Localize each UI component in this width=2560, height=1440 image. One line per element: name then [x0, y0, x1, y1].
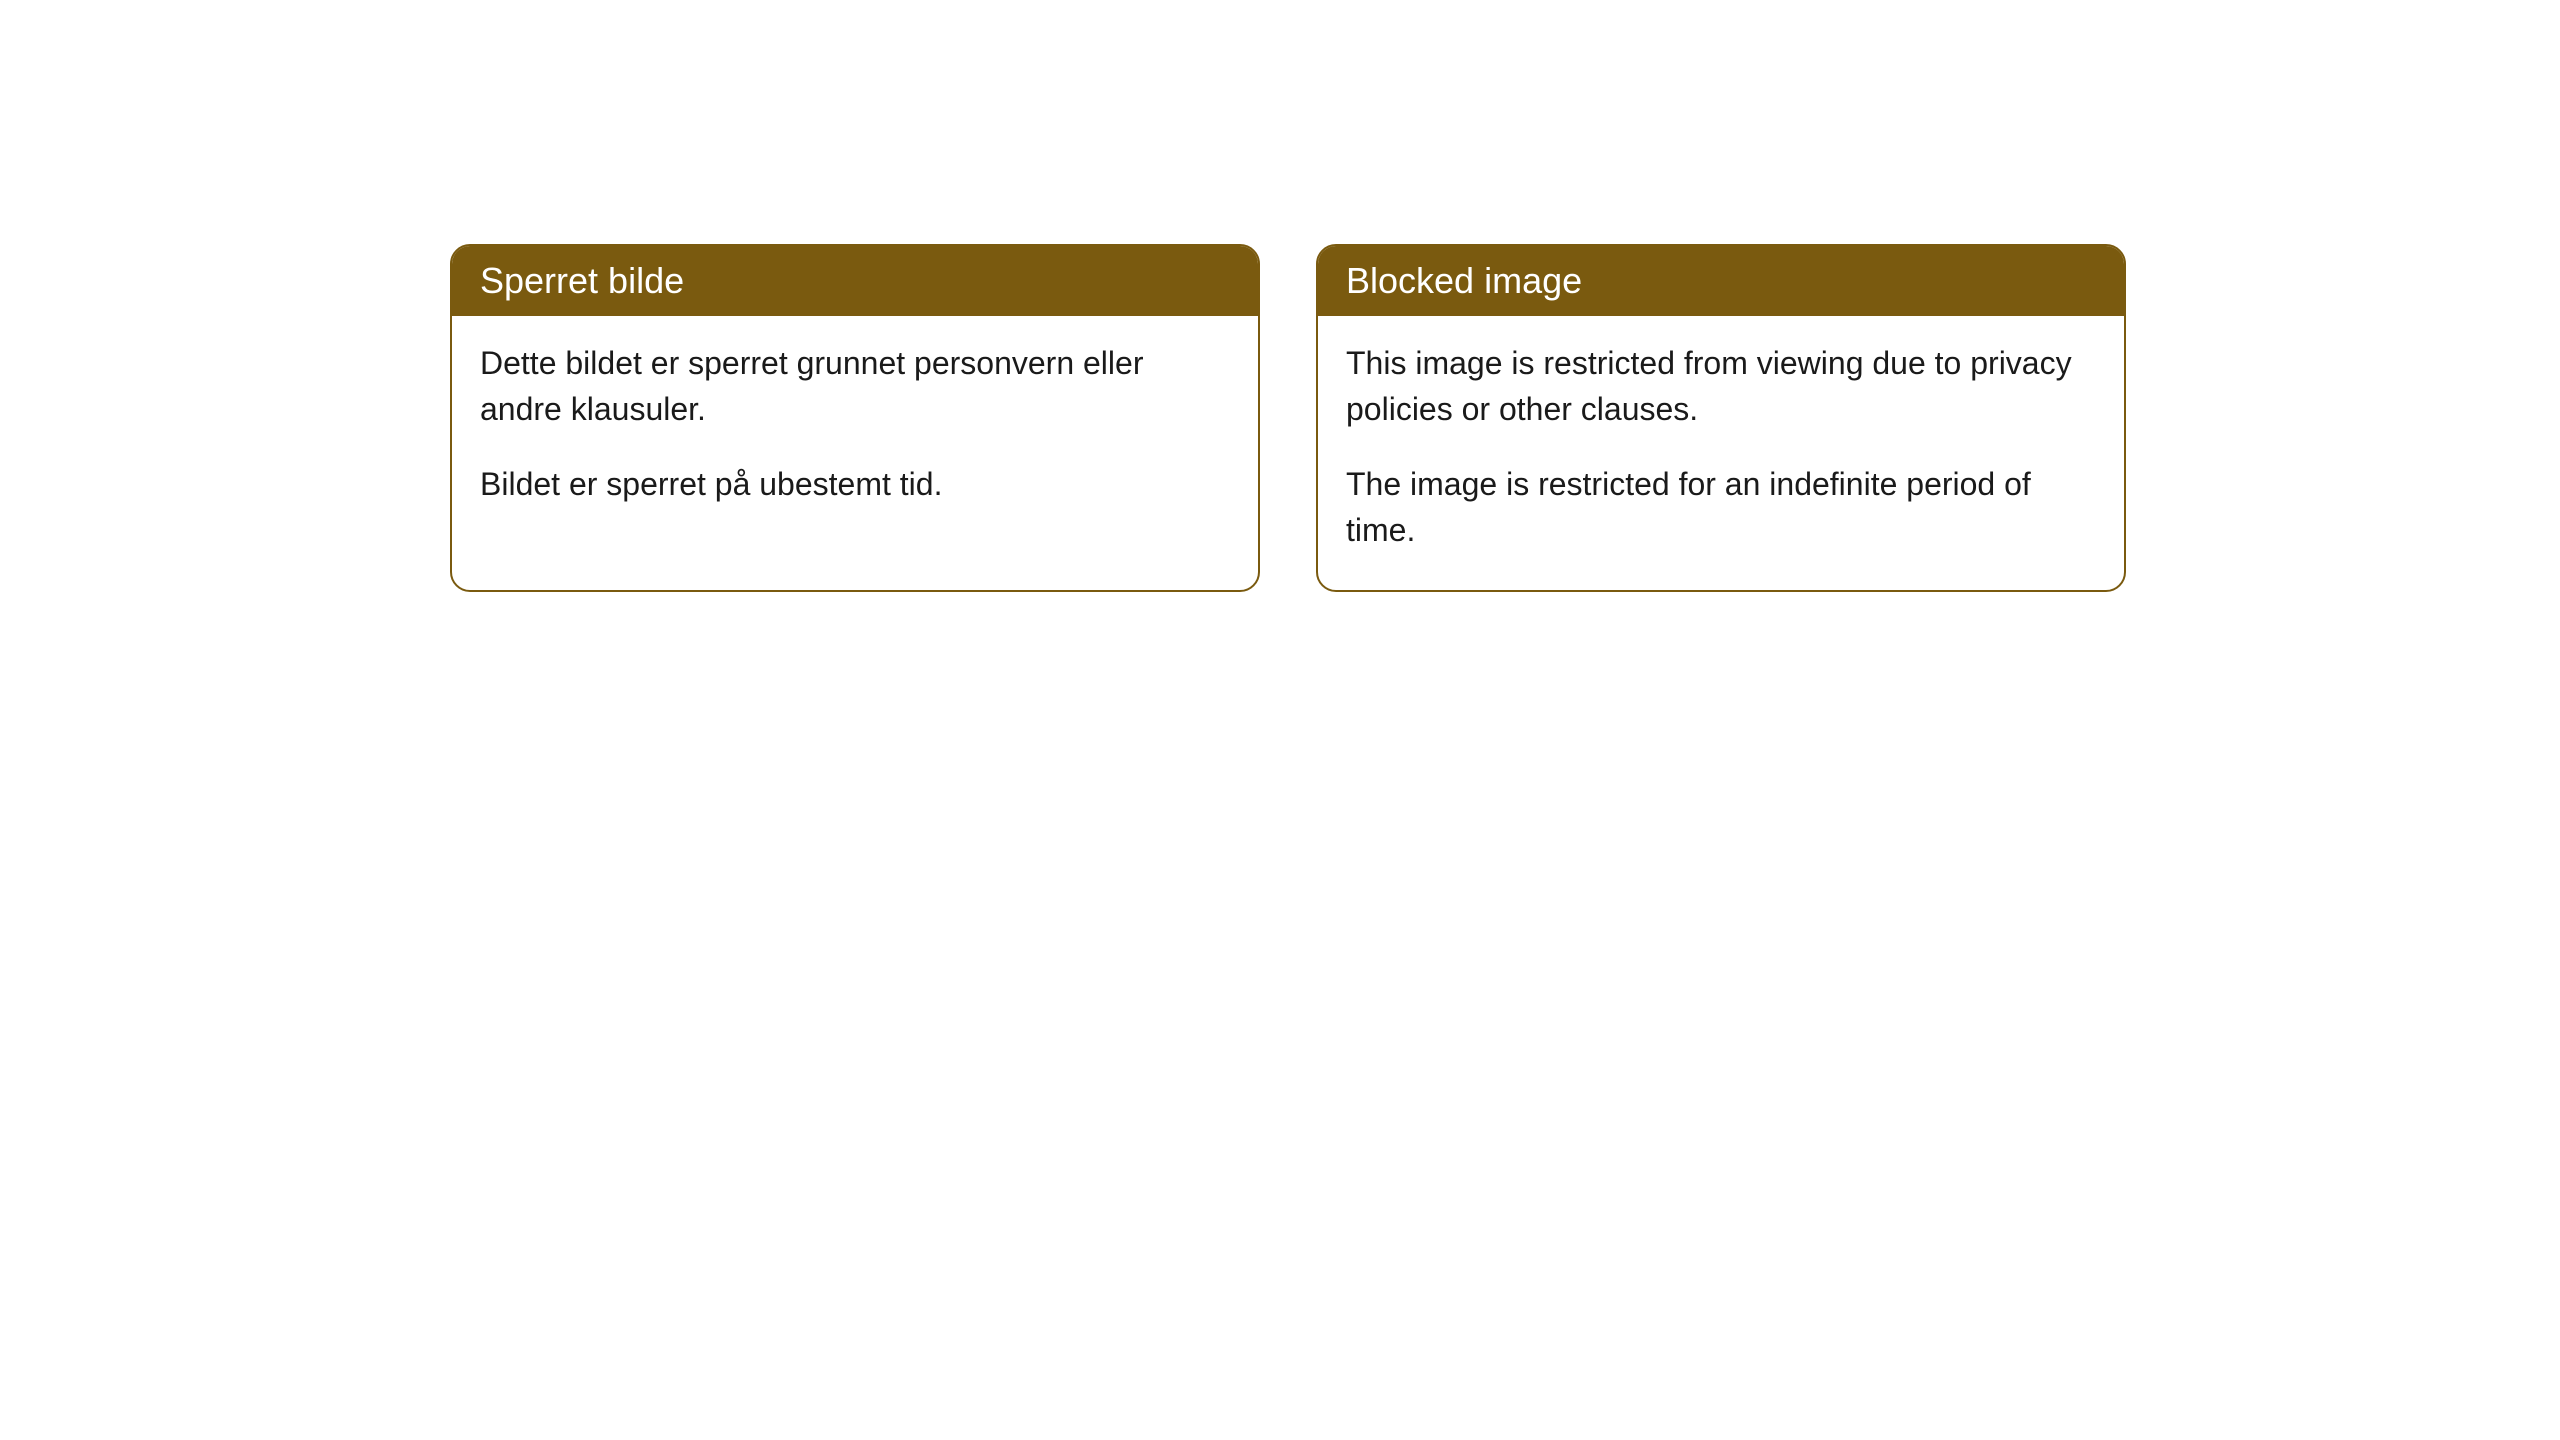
card-header-en: Blocked image	[1318, 246, 2124, 316]
notice-container: Sperret bilde Dette bildet er sperret gr…	[0, 0, 2560, 592]
card-body-en: This image is restricted from viewing du…	[1318, 316, 2124, 590]
card-paragraph-2-no: Bildet er sperret på ubestemt tid.	[480, 461, 1230, 507]
blocked-image-card-no: Sperret bilde Dette bildet er sperret gr…	[450, 244, 1260, 592]
blocked-image-card-en: Blocked image This image is restricted f…	[1316, 244, 2126, 592]
card-paragraph-1-en: This image is restricted from viewing du…	[1346, 340, 2096, 433]
card-paragraph-2-en: The image is restricted for an indefinit…	[1346, 461, 2096, 554]
card-paragraph-1-no: Dette bildet er sperret grunnet personve…	[480, 340, 1230, 433]
card-header-no: Sperret bilde	[452, 246, 1258, 316]
card-body-no: Dette bildet er sperret grunnet personve…	[452, 316, 1258, 543]
